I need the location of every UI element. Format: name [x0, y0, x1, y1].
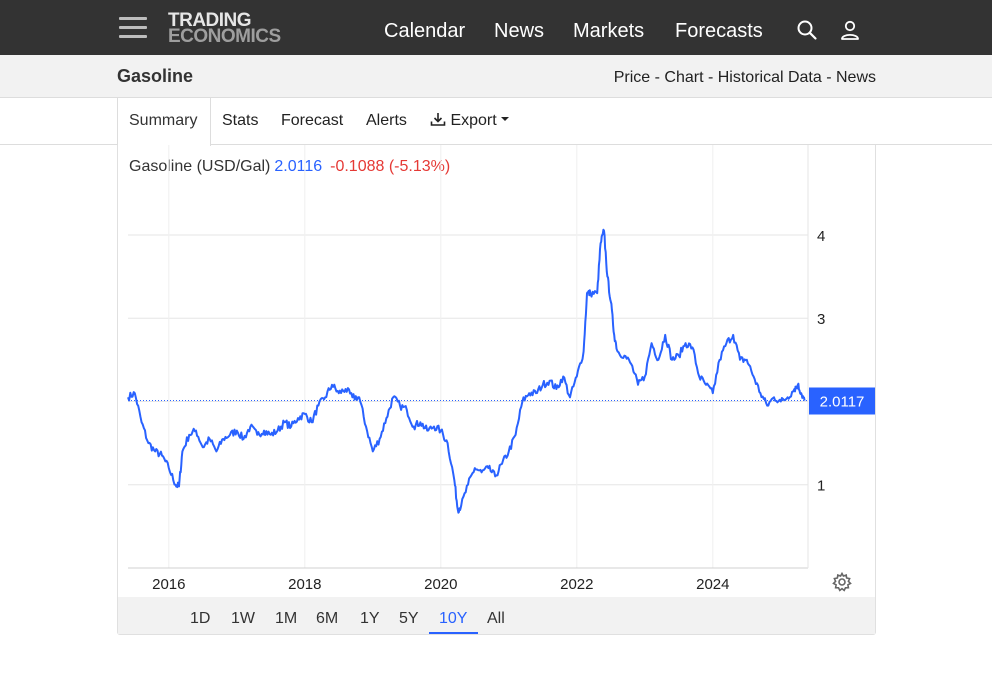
nav-news[interactable]: News [494, 20, 545, 42]
subheader-bar: Gasoline Price - Chart - Historical Data… [0, 55, 992, 98]
nav-calendar[interactable]: Calendar [384, 20, 466, 42]
range-10y[interactable]: 10Y [439, 610, 468, 627]
legend-change: -0.1088 (-5.13%) [330, 158, 451, 175]
export-dropdown[interactable]: Export [430, 98, 510, 145]
nav-markets[interactable]: Markets [573, 20, 645, 42]
range-1w[interactable]: 1W [231, 610, 255, 627]
last-price-label: 2.0117 [820, 394, 865, 411]
download-icon [430, 113, 446, 126]
legend-value: 2.0116 [274, 158, 323, 175]
last-price-badge [809, 387, 875, 415]
caret-down-icon [501, 117, 510, 121]
nav-forecasts[interactable]: Forecasts [675, 20, 763, 42]
logo-line2: ECONOMICS [168, 26, 281, 47]
tab-summary[interactable]: Summary [117, 98, 211, 146]
range-1d[interactable]: 1D [190, 610, 211, 627]
logo[interactable]: TRADING ECONOMICS [168, 10, 281, 47]
export-label: Export [450, 112, 497, 129]
search-icon[interactable] [796, 19, 818, 41]
range-active-indicator [429, 632, 478, 634]
logo-line1: TRADING [168, 10, 252, 31]
range-6m[interactable]: 6M [316, 610, 339, 627]
y-tick-label: 3 [817, 311, 825, 328]
section-links[interactable]: Price - Chart - Historical Data - News [613, 69, 876, 86]
tab-forecast[interactable]: Forecast [281, 112, 344, 129]
chart-container [117, 145, 876, 635]
y-tick-label: 4 [817, 228, 825, 245]
tab-stats[interactable]: Stats [222, 112, 259, 129]
gear-icon[interactable] [832, 571, 852, 592]
x-tick-label: 2024 [696, 576, 729, 593]
tabs-bar: Summary Stats Forecast Alerts Export [0, 98, 992, 146]
range-1m[interactable]: 1M [275, 610, 298, 627]
user-icon[interactable] [839, 19, 861, 41]
page-title: Gasoline [117, 66, 194, 86]
x-tick-label: 2022 [560, 576, 593, 593]
range-1y[interactable]: 1Y [360, 610, 380, 627]
y-tick-label: 1 [817, 478, 825, 495]
menu-icon[interactable] [119, 17, 147, 39]
range-5y[interactable]: 5Y [399, 610, 419, 627]
tab-alerts[interactable]: Alerts [366, 112, 407, 129]
chart-legend: Gasoline (USD/Gal) 2.0116 -0.1088 (-5.13%) [129, 158, 450, 176]
x-tick-label: 2016 [152, 576, 185, 593]
legend-name: Gasoline (USD/Gal) [129, 158, 271, 175]
series-line[interactable] [127, 228, 806, 514]
top-navbar: TRADING ECONOMICS Calendar News Markets … [0, 0, 992, 55]
x-tick-label: 2020 [424, 576, 457, 593]
x-tick-label: 2018 [288, 576, 321, 593]
range-selector [118, 597, 875, 634]
range-all[interactable]: All [487, 610, 505, 627]
